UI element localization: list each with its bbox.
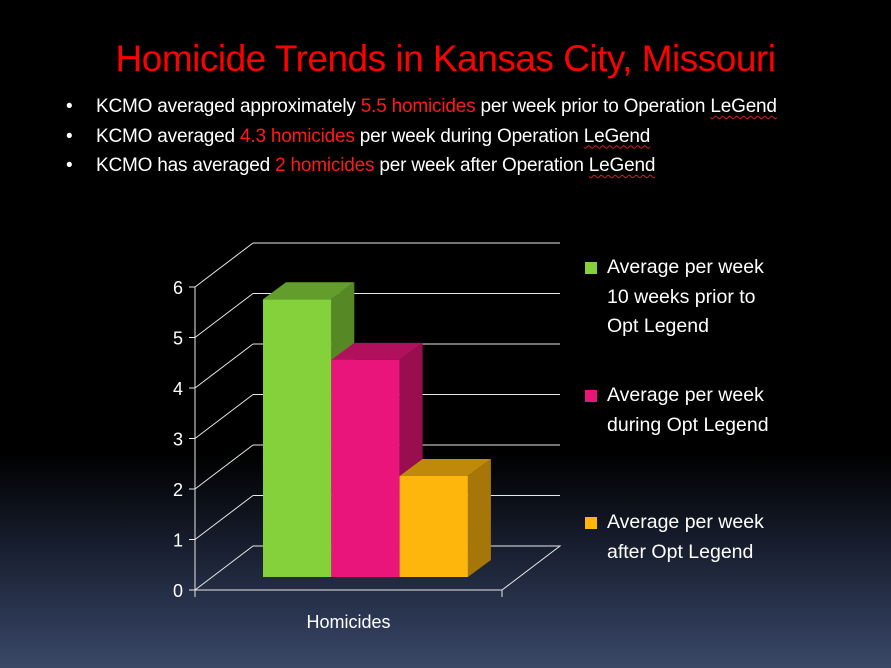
bar-top <box>263 282 355 300</box>
y-tick-label: 1 <box>173 531 183 551</box>
bullet-highlight: 4.3 homicides <box>240 125 355 147</box>
legend-label: Average per week 10 weeks prior to Opt Leg… <box>607 253 764 342</box>
gridline-side <box>194 242 254 288</box>
y-tick-label: 6 <box>173 278 183 298</box>
x-category-label: Homicides <box>306 612 390 632</box>
bullet-text: KCMO averaged approximately <box>96 96 361 117</box>
legend-label-line: Opt Legend <box>607 315 709 337</box>
y-tick-label: 4 <box>173 379 183 399</box>
bullet-text: LeGend <box>588 155 656 176</box>
bullet-text: per week during Operation <box>354 125 584 147</box>
legend-swatch <box>585 517 597 529</box>
chart-floor <box>194 545 562 591</box>
bar-top <box>331 342 423 360</box>
bullet-item: KCMO averaged 4.3 homicides per week dur… <box>64 122 816 152</box>
bullet-item: KCMO has averaged 2 homicides per week a… <box>64 151 816 181</box>
bullet-highlight: 5.5 homicides <box>360 96 476 117</box>
legend-label-line: Average per week <box>607 256 764 278</box>
legend-label: Average per week after Opt Legend <box>607 508 764 567</box>
y-tick-label: 2 <box>173 480 183 500</box>
bullet-item: KCMO averaged approximately 5.5 homicide… <box>64 92 816 122</box>
bullet-text: per week prior to Operation <box>475 96 711 117</box>
y-tick-label: 3 <box>173 430 183 450</box>
bar <box>399 476 468 577</box>
y-tick-label: 5 <box>173 329 183 349</box>
bar-top <box>399 459 491 476</box>
gridline-side <box>194 293 254 338</box>
legend-swatch <box>585 262 597 274</box>
bar <box>331 359 400 577</box>
gridline-side <box>194 444 254 490</box>
legend-label-line: during Opt Legend <box>607 413 769 436</box>
bullet-highlight: 2 homicides <box>275 155 375 176</box>
gridline-side <box>194 495 254 540</box>
legend-label-line: Average per week <box>607 384 764 406</box>
legend-label-line: 10 weeks prior to <box>607 285 756 308</box>
bullet-text: LeGend <box>710 96 777 117</box>
y-tick-label: 0 <box>173 581 183 601</box>
gridline-side <box>194 343 254 389</box>
bullet-text: LeGend <box>583 125 651 147</box>
legend-swatch <box>585 390 597 402</box>
bullet-text: per week after Operation <box>374 155 589 176</box>
legend-label-line: Average per week <box>607 511 764 533</box>
legend-label-line: after Opt Legend <box>607 540 754 563</box>
bullet-list: KCMO averaged approximately 5.5 homicide… <box>64 92 816 181</box>
bar <box>263 299 332 577</box>
gridline-side <box>194 394 254 439</box>
legend-label: Average per week during Opt Legend <box>607 381 769 440</box>
slide-title: Homicide Trends in Kansas City, Missouri <box>115 38 776 79</box>
bar-side <box>467 459 491 577</box>
bullet-text: KCMO has averaged <box>96 155 276 176</box>
bullet-text: KCMO averaged <box>96 125 240 147</box>
